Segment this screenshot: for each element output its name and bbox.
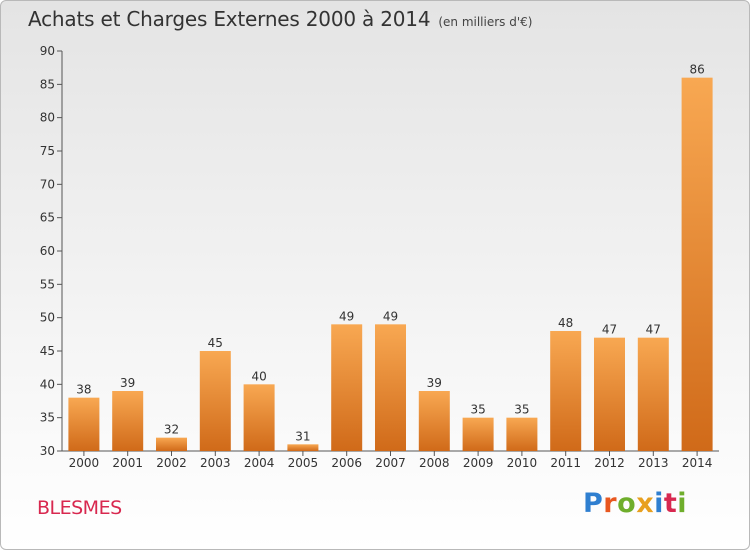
x-tick-label-2004: 2004	[244, 456, 275, 470]
data-label-2004: 40	[251, 369, 266, 383]
data-label-2000: 38	[76, 383, 91, 397]
y-tick-label: 75	[40, 144, 55, 158]
logo-letter: i	[654, 488, 664, 519]
x-tick-label-2010: 2010	[507, 456, 538, 470]
data-label-2013: 47	[646, 323, 661, 337]
data-label-2010: 35	[514, 403, 529, 417]
chart-title: Achats et Charges Externes 2000 à 2014	[28, 7, 431, 31]
y-tick-label: 50	[40, 311, 55, 325]
unit-note: (en milliers d'€)	[438, 15, 533, 29]
bar-2011	[550, 331, 582, 451]
y-tick-label: 40	[40, 377, 55, 391]
bar-2013	[637, 337, 669, 451]
logo-letter: P	[583, 488, 604, 519]
data-label-2002: 32	[164, 423, 179, 437]
x-tick-label-2001: 2001	[112, 456, 143, 470]
data-label-2009: 35	[470, 403, 485, 417]
bar-2001	[112, 391, 144, 451]
logo-letter: i	[677, 488, 688, 519]
x-tick-label-2003: 2003	[200, 456, 231, 470]
data-label-2007: 49	[383, 309, 398, 323]
commune-name: BLESMES	[37, 497, 122, 519]
x-tick-label-2002: 2002	[156, 456, 187, 470]
y-tick-label: 45	[40, 344, 55, 358]
y-tick-label: 30	[40, 444, 55, 458]
y-tick-label: 60	[40, 244, 55, 258]
x-axis: 2000 2001 2002 2003 2004 2005 2006 2007 2008 2009…	[62, 450, 719, 470]
bars: 38 39 32 45 40 31 49 49 39 35 35 48 47 47 86	[68, 63, 713, 452]
y-tick-label: 35	[40, 411, 55, 425]
bar-2010	[506, 417, 538, 451]
logo-letter: r	[603, 488, 618, 519]
y-tick-label: 55	[40, 277, 55, 291]
x-tick-label-2011: 2011	[550, 456, 581, 470]
x-tick-label-2008: 2008	[419, 456, 450, 470]
x-tick-label-2000: 2000	[69, 456, 100, 470]
bar-2014	[681, 77, 713, 452]
y-tick-label: 65	[40, 211, 55, 225]
x-tick-label-2005: 2005	[288, 456, 319, 470]
bar-2002	[156, 437, 187, 451]
proxiti-logo: Proxiti	[583, 488, 687, 519]
data-label-2008: 39	[427, 376, 442, 390]
bar-2000	[68, 397, 100, 451]
bar-2006	[331, 324, 363, 451]
bar-2005	[287, 444, 319, 451]
chart-title-block: Achats et Charges Externes 2000 à 2014 (e…	[28, 7, 532, 31]
bar-2008	[418, 391, 450, 451]
y-tick-label: 85	[40, 77, 55, 91]
data-label-2012: 47	[602, 323, 617, 337]
data-label-2005: 31	[295, 429, 310, 443]
logo-letter: x	[636, 488, 655, 519]
bar-2012	[594, 337, 625, 451]
bar-2004	[243, 384, 275, 451]
logo-letter: t	[663, 488, 678, 519]
bar-2007	[375, 324, 406, 451]
y-tick-label: 90	[40, 44, 55, 58]
x-tick-label-2007: 2007	[375, 456, 406, 470]
logo-letter: o	[617, 488, 637, 519]
bar-2003	[199, 351, 231, 451]
y-axis: 30 35 40 45 50 55 60 65 70 75 80 85 90	[40, 44, 63, 458]
x-tick-label-2006: 2006	[331, 456, 362, 470]
y-tick-label: 70	[40, 177, 55, 191]
data-label-2006: 49	[339, 309, 354, 323]
y-tick-label: 80	[40, 111, 55, 125]
data-label-2001: 39	[120, 376, 135, 390]
data-label-2011: 48	[558, 316, 573, 330]
x-tick-label-2012: 2012	[594, 456, 625, 470]
bar-2009	[462, 417, 494, 451]
data-label-2014: 86	[689, 63, 704, 77]
x-tick-label-2013: 2013	[638, 456, 669, 470]
data-label-2003: 45	[208, 336, 223, 350]
x-tick-label-2009: 2009	[463, 456, 494, 470]
x-tick-label-2014: 2014	[682, 456, 713, 470]
